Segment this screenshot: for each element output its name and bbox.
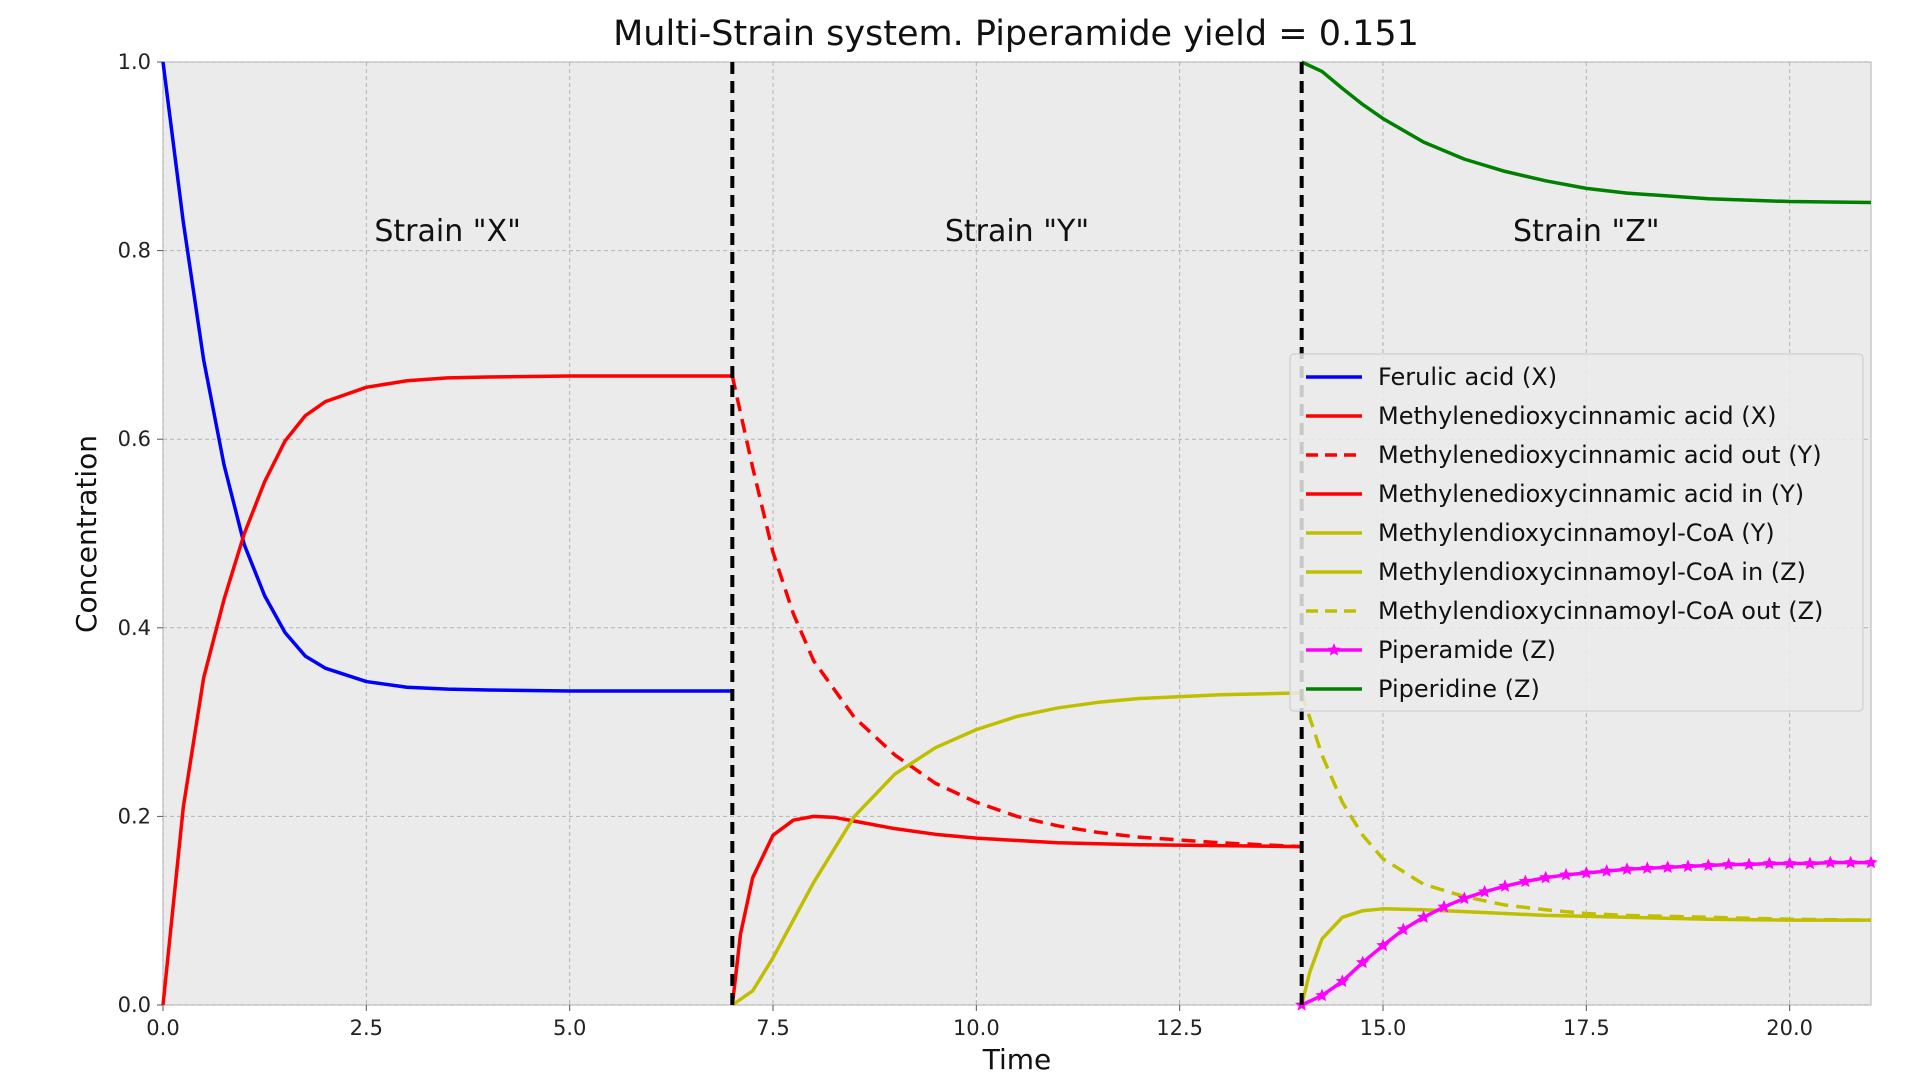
series-line — [1300, 60, 1872, 205]
series-marker — [1844, 855, 1858, 869]
axis-ticks: 0.0 2.5 5.0 7.5 10.0 12.5 15.0 17.5 20.0 0.0 0.2 0.… — [118, 50, 1813, 1040]
series-marker — [1742, 857, 1756, 871]
series-marker — [1600, 864, 1614, 877]
series-line — [730, 375, 1302, 849]
series-marker — [1681, 859, 1695, 873]
y-tick-label: 0.0 — [118, 993, 151, 1017]
legend-entry: Ferulic acid (X) — [1378, 363, 1557, 391]
series-marker — [1783, 856, 1797, 870]
x-tick-label: 20.0 — [1766, 1016, 1813, 1040]
x-axis-label: Time — [982, 1043, 1052, 1076]
region-label: Strain "Y" — [945, 214, 1089, 249]
legend-entry: Methylendioxycinnamoyl-CoA out (Z) — [1378, 597, 1823, 625]
y-tick-label: 1.0 — [118, 50, 151, 74]
series-marker — [1437, 899, 1451, 913]
legend-entry: Piperamide (Z) — [1378, 636, 1556, 664]
series-marker — [1579, 865, 1593, 879]
series-marker — [1417, 910, 1431, 923]
series-marker — [1661, 860, 1675, 873]
legend: Ferulic acid (X) Methylenedioxycinnamic a… — [1289, 353, 1864, 712]
y-tick-label: 0.2 — [118, 804, 151, 828]
series-marker — [1518, 874, 1532, 888]
series-marker — [1701, 858, 1715, 872]
series-line — [1299, 907, 1871, 1006]
series-line — [161, 374, 733, 1006]
series-line — [161, 61, 733, 693]
x-tick-label: 10.0 — [953, 1016, 1000, 1040]
series-marker — [1762, 856, 1776, 870]
series-marker — [1335, 974, 1349, 988]
series-marker — [1315, 988, 1329, 1002]
strain-dividers — [730, 62, 1304, 1005]
x-tick-label: 17.5 — [1563, 1016, 1610, 1040]
x-tick-label: 0.0 — [146, 1016, 179, 1040]
region-label: Strain "Z" — [1513, 214, 1660, 249]
series-marker — [1559, 867, 1573, 881]
series-lines — [161, 60, 1878, 1011]
x-tick-label: 2.5 — [350, 1016, 383, 1040]
legend-entry: Methylendioxycinnamoyl-CoA in (Z) — [1378, 558, 1806, 586]
series-line — [730, 814, 1302, 1006]
x-tick-label: 7.5 — [756, 1016, 789, 1040]
region-label: Strain "X" — [374, 214, 521, 249]
x-tick-label: 15.0 — [1360, 1016, 1407, 1040]
legend-entry: Piperidine (Z) — [1378, 675, 1540, 703]
series-line — [731, 691, 1302, 1007]
series-marker — [1498, 879, 1512, 892]
series-marker — [1478, 884, 1492, 898]
series-marker — [1864, 855, 1878, 869]
legend-entry: Methylendioxycinnamoyl-CoA (Y) — [1378, 519, 1775, 547]
series-marker — [1356, 955, 1370, 969]
legend-entry: Methylenedioxycinnamic acid out (Y) — [1378, 441, 1822, 469]
series-marker — [1376, 938, 1390, 952]
y-tick-label: 0.4 — [118, 616, 151, 640]
series-marker — [1396, 922, 1410, 936]
series-marker — [1803, 856, 1817, 870]
x-tick-label: 5.0 — [553, 1016, 586, 1040]
x-tick-label: 12.5 — [1156, 1016, 1203, 1040]
series-marker — [1620, 862, 1634, 875]
legend-box — [1289, 353, 1864, 712]
series-marker — [1722, 857, 1736, 871]
region-labels: Strain "X" Strain "Y" Strain "Z" — [374, 214, 1659, 249]
series-marker — [1457, 891, 1471, 905]
series-line — [1300, 692, 1872, 922]
series-marker — [1640, 861, 1654, 874]
legend-entry: Methylenedioxycinnamic acid in (Y) — [1378, 480, 1804, 508]
series-marker — [1539, 870, 1553, 884]
legend-entry: Methylenedioxycinnamic acid (X) — [1378, 402, 1776, 430]
legend-marker — [1327, 643, 1341, 656]
series-marker — [1823, 855, 1837, 869]
chart-title: Multi-Strain system. Piperamide yield = … — [613, 14, 1419, 54]
y-tick-label: 0.6 — [118, 427, 151, 451]
y-tick-label: 0.8 — [118, 239, 151, 263]
y-axis-label: Concentration — [70, 435, 103, 633]
